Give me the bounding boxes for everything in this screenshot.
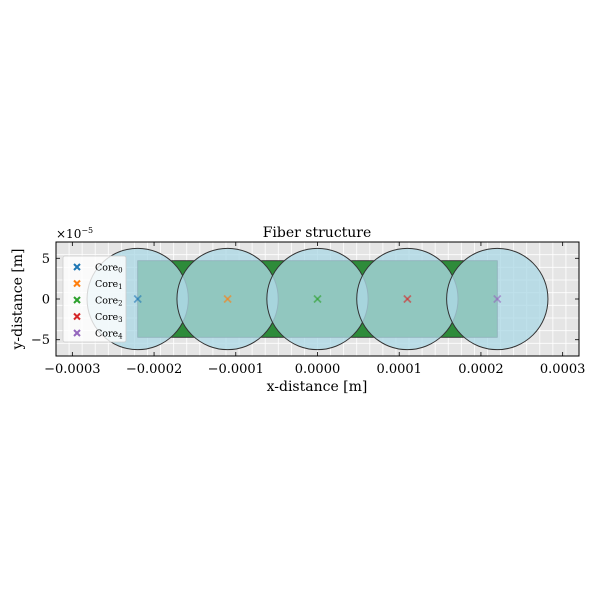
legend-label-base: Core [95,312,119,323]
x-axis: −0.0003 −0.0002 −0.0001 0.0000 0.0001 0.0002 0… [44,242,585,377]
legend-label-base: Core [95,279,119,290]
legend-label: Core3 [95,312,123,324]
y-offset-base: ×10 [56,227,81,241]
legend-label-sub: 1 [118,283,122,291]
x-tick-label: 0.0001 [376,362,422,377]
core-marker-stroke [493,294,502,304]
legend-label-base: Core [95,296,119,307]
legend-label-sub: 0 [118,267,122,275]
x-tick-label: 0.0002 [458,362,504,377]
x-tick-label: 0.0000 [295,362,341,377]
legend-item-1: Core1 [73,279,123,291]
plot-content [56,242,579,356]
legend-label: Core0 [95,263,123,275]
x-tick-label: 0.0003 [540,362,586,377]
core-marker-stroke [313,294,322,304]
legend-label-base: Core [95,329,119,340]
x-tick-label: −0.0003 [44,362,100,377]
legend-marker [73,279,81,288]
y-axis: −5 0 5 [31,252,579,348]
y-tick-label: −5 [31,333,50,348]
legend-label: Core4 [95,329,123,341]
y-tick-label: 5 [42,252,50,267]
core-marker-0 [133,294,142,304]
core-marker-stroke [223,294,232,304]
legend-marker [73,312,81,321]
core-marker-4 [493,294,502,304]
legend-item-2: Core2 [73,296,123,308]
legend-label-sub: 4 [118,333,123,341]
plot-area [55,241,580,357]
legend-item-0: Core0 [73,263,123,275]
y-offset-label: ×10−5 [56,226,93,241]
legend-label-sub: 3 [118,316,122,324]
legend-box [62,255,127,343]
core-marker-1 [223,294,232,304]
legend-marker [73,296,81,304]
y-axis-label: y-distance [m] [10,248,26,350]
core-marker-stroke [133,294,142,304]
legend-label: Core1 [95,279,123,291]
core-marker-2 [313,294,322,304]
legend-label-sub: 2 [118,300,122,308]
legend-label: Core2 [95,296,123,308]
legend-marker [73,329,81,337]
legend-label-base: Core [95,263,119,274]
y-offset-exponent: −5 [81,226,93,235]
x-tick-label: −0.0002 [126,362,182,377]
core-marker-3 [403,294,412,304]
x-tick-label: −0.0001 [208,362,264,377]
legend-marker [73,263,81,271]
y-tick-label: 0 [42,293,50,308]
legend-item-3: Core3 [73,312,123,324]
chart-title: Fiber structure [263,225,372,241]
x-axis-label: x-distance [m] [267,379,368,395]
legend-item-4: Core4 [73,329,123,341]
core-marker-stroke [403,294,412,304]
